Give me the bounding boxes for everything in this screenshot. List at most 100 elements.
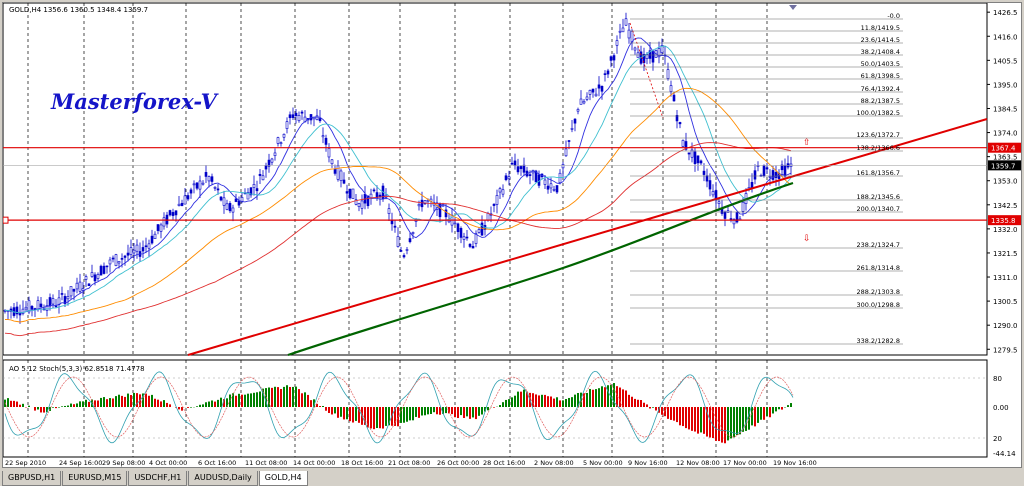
chart-tab-eurusd-m15[interactable]: EURUSD,M15 xyxy=(62,471,128,486)
ao-bar xyxy=(694,407,696,432)
ao-bar xyxy=(778,407,780,410)
chart-tab-gbpusd-h1[interactable]: GBPUSD,H1 xyxy=(2,471,62,486)
ao-bar xyxy=(79,401,81,407)
ao-bar xyxy=(289,386,291,407)
candle-body xyxy=(276,137,280,144)
price-tick-label: 1353.0 xyxy=(993,178,1018,186)
ao-bar xyxy=(136,393,138,407)
ao-bar xyxy=(322,405,324,407)
candle-body xyxy=(462,236,466,240)
ao-bar xyxy=(511,397,513,407)
support-level-handle xyxy=(3,216,9,224)
candle-body xyxy=(201,182,205,185)
candle-body xyxy=(222,197,226,206)
candle-body xyxy=(345,191,349,194)
candle-body xyxy=(174,210,178,216)
ao-bar xyxy=(649,407,651,409)
candle-body xyxy=(342,179,346,184)
ao-bar xyxy=(394,407,396,426)
ao-bar xyxy=(613,383,615,407)
fibo-level-label: 138.2/1366.6 xyxy=(856,144,900,152)
candle-body xyxy=(135,244,139,252)
ao-bar xyxy=(46,407,48,413)
indicator-tick-label: -44.14 xyxy=(993,450,1016,458)
ao-bar xyxy=(121,395,123,407)
candle-body xyxy=(516,166,520,173)
ao-bar xyxy=(748,407,750,430)
ao-bar xyxy=(727,407,729,441)
price-tick-label: 1374.0 xyxy=(993,130,1018,138)
chart-area[interactable]: 1426.5 1416.0 1405.5 1395.0 1384.5 1374.0 1363… xyxy=(2,2,1022,468)
candle-body xyxy=(279,142,283,145)
candle-body xyxy=(45,305,49,311)
time-tick-label: 5 Nov 00:00 xyxy=(583,459,623,467)
ao-bar xyxy=(430,407,432,414)
trend-line xyxy=(187,118,988,356)
candle-body xyxy=(261,175,265,181)
ao-bar xyxy=(661,407,663,415)
candle-body xyxy=(660,45,664,53)
chart-tab-usdchf-h1[interactable]: USDCHF,H1 xyxy=(128,471,188,486)
ao-bar xyxy=(745,407,747,431)
ao-bar xyxy=(565,399,567,407)
ao-bar xyxy=(214,401,216,407)
candle-body xyxy=(153,233,157,240)
candle-body xyxy=(582,100,586,104)
lower-level-badge-label: 1335.8 xyxy=(991,217,1016,225)
candle-body xyxy=(123,255,127,258)
chart-tab-gold-h4[interactable]: GOLD,H4 xyxy=(258,471,308,486)
candle-body xyxy=(258,173,262,176)
price-tick-label: 1279.5 xyxy=(993,346,1018,354)
candle-body xyxy=(711,191,715,196)
ao-bar xyxy=(439,407,441,415)
ao-bar xyxy=(13,400,15,407)
time-tick-label: 26 Oct 00:00 xyxy=(437,459,479,467)
ao-bar xyxy=(112,398,114,407)
chart-canvas[interactable]: 1426.5 1416.0 1405.5 1395.0 1384.5 1374.0 1363… xyxy=(3,3,1021,467)
ao-bar xyxy=(76,403,78,407)
candle-body xyxy=(681,140,685,147)
ao-bar xyxy=(346,407,348,420)
ao-bar xyxy=(160,401,162,407)
candle-body xyxy=(33,308,37,310)
candle-body xyxy=(543,179,547,185)
candle-body xyxy=(207,176,211,182)
candle-body xyxy=(396,236,400,247)
candle-body xyxy=(687,152,691,155)
watermark-text: Masterforex-V xyxy=(51,89,217,114)
candle-body xyxy=(114,254,118,266)
time-tick-label: 9 Nov 16:00 xyxy=(628,459,668,467)
candle-body xyxy=(246,192,250,200)
candle-body xyxy=(234,198,238,202)
candle-body xyxy=(24,306,28,310)
candle-body xyxy=(348,188,352,199)
ao-bar xyxy=(664,407,666,417)
ao-bar xyxy=(133,392,135,407)
candle-body xyxy=(267,159,271,167)
candle-body xyxy=(291,114,295,118)
upper-level-badge xyxy=(988,142,1021,153)
candle-body xyxy=(519,166,523,170)
ao-bar xyxy=(622,389,624,407)
ao-bar xyxy=(55,407,57,409)
candle-body xyxy=(561,164,565,169)
fibo-level-label: 100.0/1382.5 xyxy=(856,109,900,117)
time-tick-label: 6 Oct 16:00 xyxy=(198,459,236,467)
candle-body xyxy=(576,109,580,112)
chart-tab-audusd-daily[interactable]: AUDUSD,Daily xyxy=(188,471,258,486)
candle-body xyxy=(762,165,766,177)
ao-bar xyxy=(556,397,558,407)
ao-bar xyxy=(178,407,180,410)
candle-body xyxy=(147,243,151,249)
candle-body xyxy=(753,170,757,180)
ao-bar xyxy=(517,391,519,407)
ao-bar xyxy=(94,400,96,407)
candle-body xyxy=(567,140,571,142)
candle-body xyxy=(78,281,82,292)
candle-body xyxy=(93,274,97,282)
candle-body xyxy=(705,175,709,182)
ao-bar xyxy=(610,384,612,407)
ao-bar xyxy=(637,399,639,407)
candle-body xyxy=(192,183,196,186)
fibo-level-label: 123.6/1372.7 xyxy=(856,131,900,139)
